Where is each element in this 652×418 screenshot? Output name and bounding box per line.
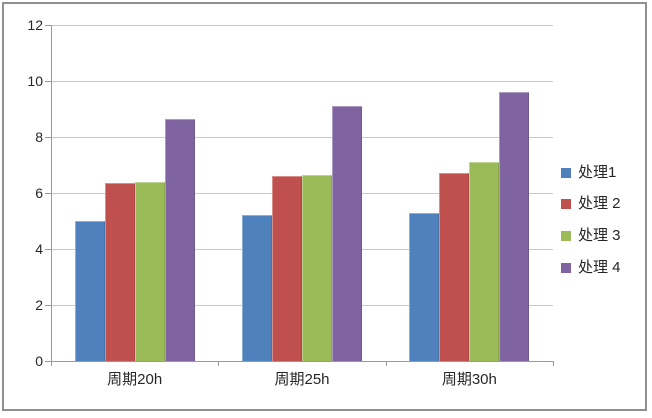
- legend-item-series3: 处理 3: [561, 227, 621, 245]
- bar-series4-cat2: [332, 106, 362, 361]
- bar-series1-cat1: [74, 221, 105, 361]
- x-axis-tick: [553, 362, 554, 366]
- legend-swatch-icon: [561, 231, 571, 241]
- bar-series4-cat1: [164, 118, 195, 361]
- gridline: [51, 137, 553, 138]
- legend-item-label: 处理 2: [578, 195, 621, 212]
- legend-item-label: 处理1: [578, 164, 617, 181]
- bar-series3-cat2: [302, 174, 332, 361]
- legend-swatch-icon: [561, 168, 571, 178]
- gridline: [51, 25, 553, 26]
- x-axis-tick: [51, 362, 52, 366]
- bar-series1-cat2: [242, 215, 272, 361]
- legend-swatch-icon: [561, 263, 571, 273]
- y-axis-tick-label: 6: [35, 185, 43, 201]
- bar-series4-cat3: [499, 92, 530, 361]
- x-axis-category-label: 周期20h: [107, 371, 163, 388]
- bar-series2-cat1: [104, 183, 135, 361]
- y-axis-tick: [45, 25, 51, 26]
- x-axis-category-label: 周期30h: [441, 371, 497, 388]
- y-axis-tick-label: 10: [27, 73, 43, 89]
- y-axis-tick-label: 12: [27, 17, 43, 33]
- y-axis-tick: [45, 81, 51, 82]
- bar-series2-cat3: [439, 173, 470, 361]
- gridline: [51, 81, 553, 82]
- legend-item-label: 处理 4: [578, 259, 621, 276]
- legend-item-series2: 处理 2: [561, 195, 621, 213]
- x-axis-line: [51, 361, 554, 362]
- y-axis-tick-label: 8: [35, 129, 43, 145]
- bar-series3-cat3: [469, 162, 500, 361]
- bar-series3-cat1: [134, 181, 165, 361]
- y-axis-tick: [45, 137, 51, 138]
- bar-series2-cat2: [272, 176, 302, 361]
- x-axis-category-label: 周期25h: [274, 371, 330, 388]
- bar-series1-cat3: [409, 212, 440, 361]
- x-axis-tick: [385, 362, 387, 366]
- y-axis-tick-label: 2: [35, 297, 43, 313]
- legend-swatch-icon: [561, 199, 571, 209]
- y-axis-tick-label: 0: [35, 353, 43, 369]
- legend-item-series1: 处理1: [561, 164, 616, 182]
- y-axis-tick-label: 4: [35, 241, 43, 257]
- y-axis-tick: [45, 361, 51, 362]
- y-axis-tick: [45, 305, 51, 306]
- y-axis-tick: [45, 249, 51, 250]
- y-axis-tick: [45, 193, 51, 194]
- legend-item-label: 处理 3: [578, 227, 621, 244]
- legend-item-series4: 处理 4: [561, 259, 621, 277]
- x-axis-tick: [218, 362, 220, 366]
- y-axis-line: [51, 25, 52, 361]
